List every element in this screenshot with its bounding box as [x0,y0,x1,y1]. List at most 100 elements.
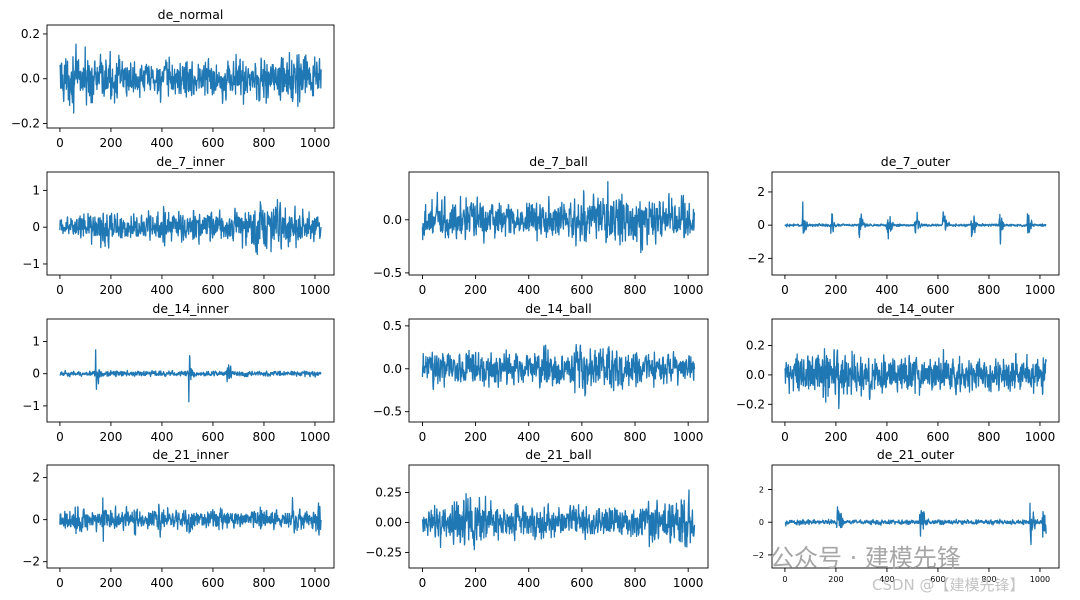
x-tick-label: 200 [824,283,847,297]
x-tick-label: 0 [56,283,64,297]
x-tick-label: 200 [464,430,487,444]
subplot-de-21-inner: de_21_inner 0 200 400 600 800 1000 −2 0 2 [22,447,335,590]
x-tick-label: 800 [253,136,276,150]
axes-frame [771,318,1060,423]
x-tick-label: 1000 [1025,430,1056,444]
subplot-title: de_14_inner [152,301,229,316]
series-line [59,497,322,542]
subplot-title: de_7_ball [529,154,588,169]
x-tick-label: 200 [464,576,487,590]
subplot-title: de_21_outer [877,447,955,462]
series-line [59,43,322,114]
x-tick-label: 600 [570,576,593,590]
x-tick-label: 1000 [673,576,704,590]
axes-frame [771,464,1060,569]
x-tick-label: 200 [99,576,122,590]
series-line [59,349,322,403]
x-tick-label: 800 [624,430,647,444]
subplot-de-7-ball: de_7_ball 0 200 400 600 800 1000 −0.5 0.0 [373,154,709,297]
series-line [421,489,696,551]
y-tick-label: −0.5 [373,405,402,419]
x-tick-label: 1000 [300,283,331,297]
x-tick-label: 400 [879,575,894,584]
subplot-de-14-ball: de_14_ball 0 200 400 600 800 1000 −0.5 0.0 0.5 [373,301,709,444]
axes-frame [408,318,709,423]
x-tick-label: 200 [99,430,122,444]
series-line [59,198,322,256]
y-tick-label: 0 [759,518,764,527]
axes-frame [771,171,1060,276]
y-tick-label: 0 [32,513,40,527]
x-tick-label: 1000 [1025,283,1056,297]
wechat-watermark: 公众号 · 建模先锋 [770,544,961,572]
axes-frame [46,24,335,129]
x-tick-label: 200 [828,575,843,584]
x-tick-label: 600 [201,430,224,444]
subplot-de-normal: de_normal 0 200 400 600 800 1000 −0.2 0.0 0.2 [11,7,335,150]
axes-frame [408,171,709,276]
series-line [784,348,1047,410]
x-tick-label: 400 [150,136,173,150]
x-tick-label: 200 [824,430,847,444]
x-tick-label: 400 [517,576,540,590]
y-tick-label: 0.0 [21,72,40,86]
y-tick-label: 0 [32,367,40,381]
x-tick-label: 0 [781,430,789,444]
x-tick-label: 800 [253,283,276,297]
x-tick-label: 0 [419,283,427,297]
x-tick-label: 600 [201,283,224,297]
x-tick-label: 600 [570,430,593,444]
x-tick-label: 400 [517,430,540,444]
subplot-de-14-inner: de_14_inner 0 200 400 600 800 1000 −1 0 1 [22,301,335,444]
x-tick-label: 400 [150,430,173,444]
y-tick-label: 0 [32,220,40,234]
y-tick-label: −2 [752,551,764,560]
x-tick-label: 800 [978,283,1001,297]
series-line [421,344,696,397]
x-tick-label: 0 [782,575,787,584]
series-line [784,201,1047,245]
subplot-de-14-outer: de_14_outer 0 200 400 600 800 1000 −0.2 0.0 0.2 [736,301,1060,444]
x-tick-label: 0 [56,576,64,590]
axes-frame [408,464,709,569]
x-tick-label: 800 [253,430,276,444]
x-tick-label: 800 [624,576,647,590]
x-tick-label: 400 [875,283,898,297]
y-tick-label: −2 [747,251,765,265]
x-tick-label: 1000 [673,430,704,444]
subplot-de-7-outer: de_7_outer 0 200 400 600 800 1000 −2 0 2 [747,154,1060,297]
x-tick-label: 0 [419,576,427,590]
axes-frame [46,318,335,423]
x-tick-label: 0 [56,136,64,150]
subplot-de-7-inner: de_7_inner 0 200 400 600 800 1000 −1 0 1 [22,154,335,297]
x-tick-label: 1000 [300,136,331,150]
y-tick-label: 0.00 [375,515,402,529]
y-tick-label: −0.25 [365,545,402,559]
x-tick-label: 400 [875,430,898,444]
subplot-title: de_21_inner [152,447,229,462]
y-tick-label: 0.2 [746,338,765,352]
y-tick-label: 0.0 [383,362,402,376]
y-tick-label: 0 [757,218,765,232]
x-tick-label: 400 [150,576,173,590]
subplot-title: de_21_ball [525,447,592,462]
subplot-title: de_7_outer [881,154,951,169]
y-tick-label: 2 [759,486,764,495]
subplot-de-21-ball: de_21_ball 0 200 400 600 800 1000 −0.25 0.00 0.25 [365,447,709,590]
y-tick-label: 0.25 [375,486,402,500]
y-tick-label: 2 [757,185,765,199]
axes-frame [46,464,335,569]
subplot-title: de_normal [158,7,224,22]
x-tick-label: 600 [926,283,949,297]
csdn-watermark: CSDN @【建模先锋】 [872,576,1025,594]
y-tick-label: 0.2 [21,27,40,41]
y-tick-label: 1 [32,183,40,197]
x-tick-label: 1000 [1030,575,1050,584]
subplot-title: de_14_outer [877,301,955,316]
axes-frame [46,171,335,276]
x-tick-label: 600 [930,575,945,584]
subplot-de-21-outer: de_21_outer 0 200 400 600 800 1000 −2 0 2 [752,447,1060,584]
x-tick-label: 1000 [300,430,331,444]
x-tick-label: 400 [517,283,540,297]
